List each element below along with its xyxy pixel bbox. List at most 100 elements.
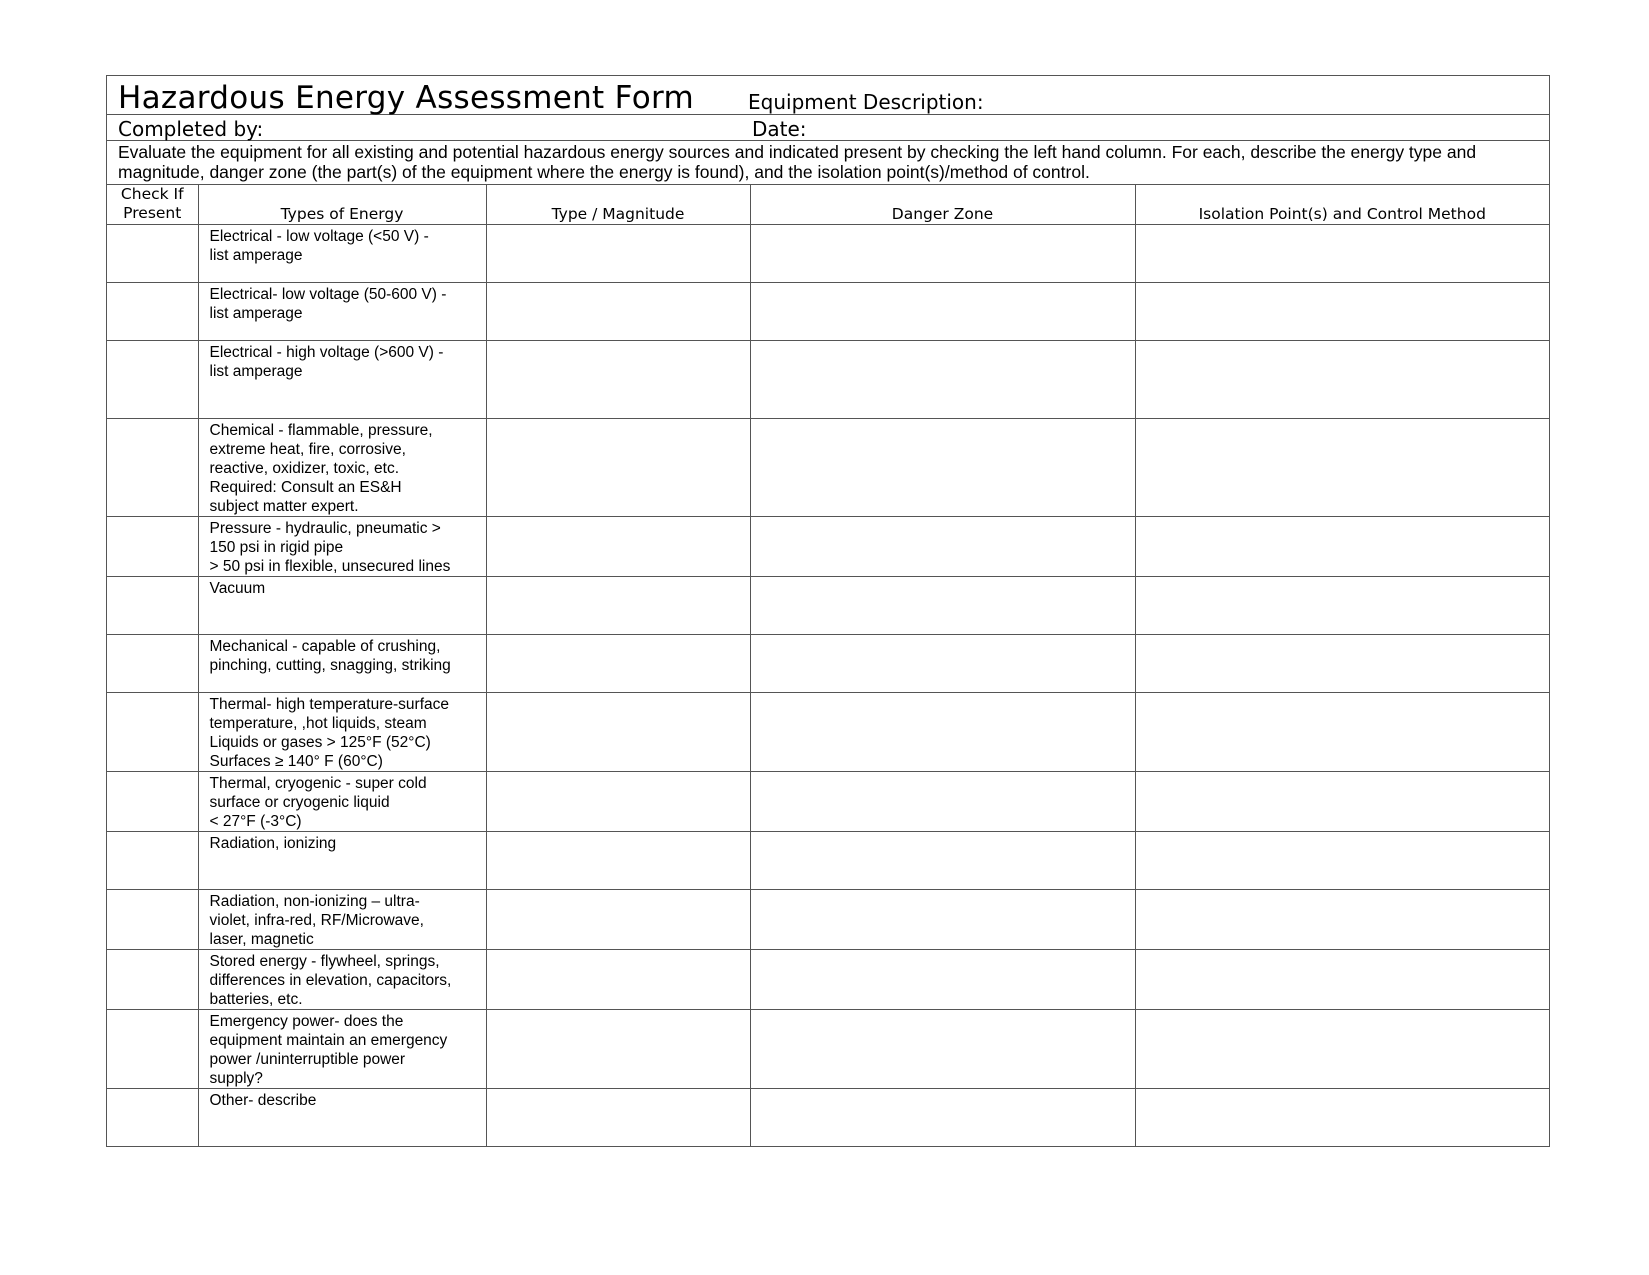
danger-zone-cell[interactable] — [750, 1009, 1136, 1089]
check-if-present-cell[interactable] — [107, 1009, 199, 1089]
type-magnitude-cell[interactable] — [486, 1009, 751, 1089]
check-if-present-cell[interactable] — [107, 634, 199, 693]
energy-type-label: Radiation, ionizing — [209, 835, 337, 852]
assessment-form: Hazardous Energy Assessment Form Equipme… — [106, 75, 1550, 1147]
table-row: Vacuum — [107, 576, 1549, 635]
energy-type-cell: Mechanical - capable of crushing, pinchi… — [198, 634, 487, 693]
energy-type-cell: Pressure - hydraulic, pneumatic > 150 ps… — [198, 516, 487, 577]
energy-type-label: Chemical - flammable, pressure, extreme … — [209, 422, 433, 515]
isolation-control-cell[interactable] — [1135, 889, 1549, 950]
energy-type-cell: Radiation, ionizing — [198, 831, 487, 890]
table-row: Stored energy - flywheel, springs, diffe… — [107, 949, 1549, 1010]
isolation-control-cell[interactable] — [1135, 1089, 1549, 1146]
danger-zone-cell[interactable] — [750, 1088, 1136, 1146]
check-if-present-cell[interactable] — [107, 340, 199, 419]
danger-zone-cell[interactable] — [750, 516, 1136, 577]
table-row: Radiation, ionizing — [107, 831, 1549, 890]
check-if-present-cell[interactable] — [107, 889, 199, 950]
table-row: Thermal, cryogenic - super cold surface … — [107, 771, 1549, 832]
isolation-control-cell[interactable] — [1135, 634, 1549, 693]
completed-by-label: Completed by: — [118, 117, 264, 141]
check-if-present-cell[interactable] — [107, 516, 199, 577]
check-if-present-cell[interactable] — [107, 771, 199, 832]
instructions-text: Evaluate the equipment for all existing … — [118, 142, 1477, 182]
energy-type-cell: Chemical - flammable, pressure, extreme … — [198, 418, 487, 517]
energy-type-cell: Emergency power- does the equipment main… — [198, 1009, 487, 1089]
isolation-control-cell[interactable] — [1135, 831, 1549, 890]
energy-type-label: Pressure - hydraulic, pneumatic > 150 ps… — [209, 520, 451, 575]
check-if-present-cell[interactable] — [107, 692, 199, 772]
energy-type-cell: Other- describe — [198, 1088, 487, 1146]
table-row: Electrical- low voltage (50-600 V) - lis… — [107, 282, 1549, 341]
check-if-present-cell[interactable] — [107, 1088, 199, 1146]
column-header-isolation: Isolation Point(s) and Control Method — [1135, 185, 1549, 225]
type-magnitude-cell[interactable] — [486, 889, 751, 950]
isolation-control-cell[interactable] — [1135, 949, 1549, 1010]
column-header-danger-zone: Danger Zone — [750, 185, 1136, 225]
energy-type-cell: Vacuum — [198, 576, 487, 635]
type-magnitude-cell[interactable] — [486, 516, 751, 577]
check-if-present-cell[interactable] — [107, 282, 199, 341]
energy-type-label: Vacuum — [209, 580, 266, 597]
check-if-present-cell[interactable] — [107, 831, 199, 890]
check-if-present-cell[interactable] — [107, 576, 199, 635]
danger-zone-cell[interactable] — [750, 889, 1136, 950]
type-magnitude-cell[interactable] — [486, 771, 751, 832]
energy-type-cell: Stored energy - flywheel, springs, diffe… — [198, 949, 487, 1010]
type-magnitude-cell[interactable] — [486, 831, 751, 890]
type-magnitude-cell[interactable] — [486, 634, 751, 693]
type-magnitude-cell[interactable] — [486, 340, 751, 419]
energy-type-cell: Thermal- high temperature-surface temper… — [198, 692, 487, 772]
energy-type-cell: Electrical - low voltage (<50 V) - list … — [198, 224, 487, 283]
danger-zone-cell[interactable] — [750, 771, 1136, 832]
type-magnitude-cell[interactable] — [486, 1088, 751, 1146]
danger-zone-cell[interactable] — [750, 831, 1136, 890]
table-header-row: Check If Present Types of Energy Type / … — [107, 185, 1549, 225]
check-if-present-cell[interactable] — [107, 418, 199, 517]
danger-zone-cell[interactable] — [750, 634, 1136, 693]
isolation-control-cell[interactable] — [1135, 418, 1549, 517]
isolation-control-cell[interactable] — [1135, 282, 1549, 341]
table-row: Chemical - flammable, pressure, extreme … — [107, 418, 1549, 517]
table-row: Mechanical - capable of crushing, pinchi… — [107, 634, 1549, 693]
energy-type-label: Electrical - high voltage (>600 V) - lis… — [209, 344, 444, 380]
energy-type-cell: Thermal, cryogenic - super cold surface … — [198, 771, 487, 832]
danger-zone-cell[interactable] — [750, 224, 1136, 283]
energy-type-label: Radiation, non-ionizing – ultra- violet,… — [209, 893, 424, 948]
type-magnitude-cell[interactable] — [486, 282, 751, 341]
form-title: Hazardous Energy Assessment Form — [118, 80, 694, 116]
isolation-control-cell[interactable] — [1135, 692, 1549, 772]
danger-zone-cell[interactable] — [750, 340, 1136, 419]
date-label: Date: — [752, 117, 807, 141]
table-row: Radiation, non-ionizing – ultra- violet,… — [107, 889, 1549, 950]
energy-type-label: Thermal- high temperature-surface temper… — [209, 696, 450, 770]
danger-zone-cell[interactable] — [750, 949, 1136, 1010]
check-if-present-cell[interactable] — [107, 949, 199, 1010]
isolation-control-cell[interactable] — [1135, 516, 1549, 577]
isolation-control-cell[interactable] — [1135, 576, 1549, 635]
danger-zone-cell[interactable] — [750, 418, 1136, 517]
isolation-control-cell[interactable] — [1135, 771, 1549, 832]
column-header-magnitude: Type / Magnitude — [486, 185, 751, 225]
energy-type-label: Thermal, cryogenic - super cold surface … — [209, 775, 427, 830]
danger-zone-cell[interactable] — [750, 576, 1136, 635]
check-if-present-cell[interactable] — [107, 224, 199, 283]
energy-rows: Electrical - low voltage (<50 V) - list … — [107, 224, 1549, 1146]
isolation-control-cell[interactable] — [1135, 1009, 1549, 1089]
danger-zone-cell[interactable] — [750, 692, 1136, 772]
isolation-control-cell[interactable] — [1135, 340, 1549, 419]
type-magnitude-cell[interactable] — [486, 692, 751, 772]
table-row: Electrical - high voltage (>600 V) - lis… — [107, 340, 1549, 419]
table-row: Other- describe — [107, 1088, 1549, 1146]
danger-zone-cell[interactable] — [750, 282, 1136, 341]
table-row: Electrical - low voltage (<50 V) - list … — [107, 224, 1549, 283]
equipment-description-label: Equipment Description: — [748, 90, 984, 114]
type-magnitude-cell[interactable] — [486, 418, 751, 517]
energy-type-cell: Radiation, non-ionizing – ultra- violet,… — [198, 889, 487, 950]
type-magnitude-cell[interactable] — [486, 224, 751, 283]
type-magnitude-cell[interactable] — [486, 949, 751, 1010]
column-header-types: Types of Energy — [198, 185, 487, 225]
type-magnitude-cell[interactable] — [486, 576, 751, 635]
table-row: Thermal- high temperature-surface temper… — [107, 692, 1549, 772]
isolation-control-cell[interactable] — [1135, 224, 1549, 283]
